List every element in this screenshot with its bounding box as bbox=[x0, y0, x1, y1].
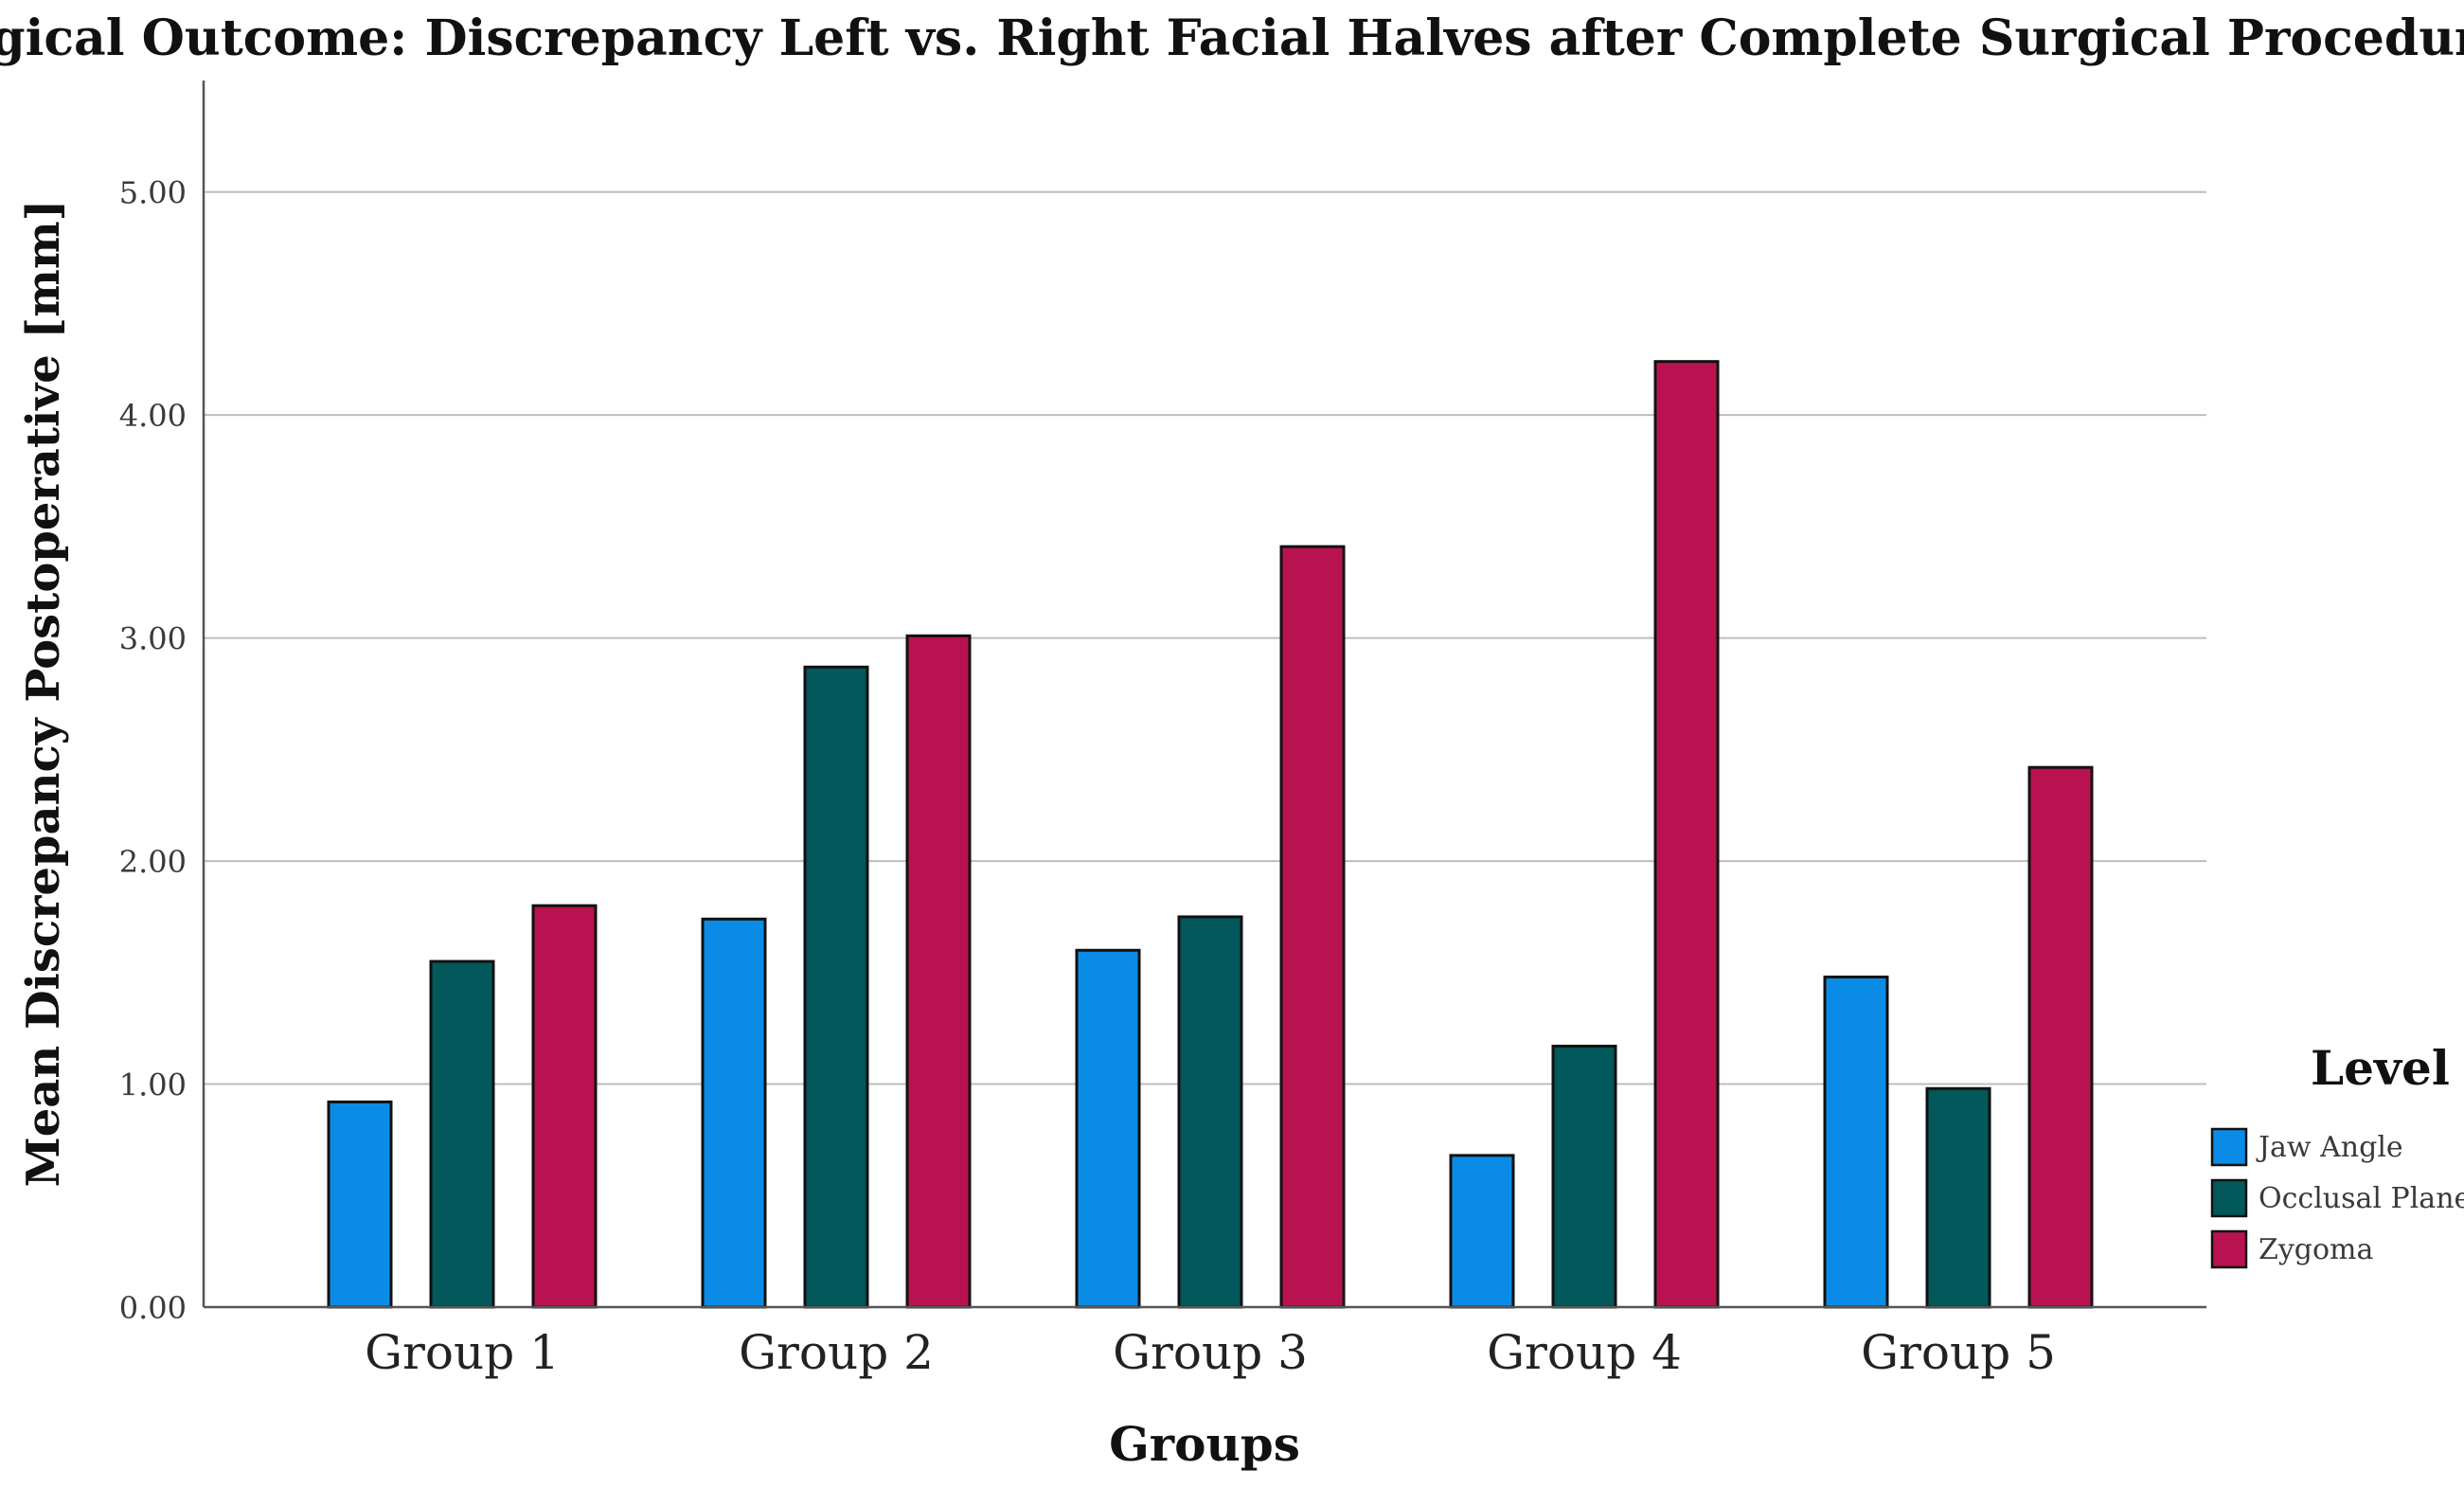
y-tick-label: 2.00 bbox=[119, 844, 187, 880]
legend-title: Level bbox=[2311, 1040, 2450, 1096]
x-tick-label: Group 1 bbox=[365, 1325, 560, 1380]
legend-swatch bbox=[2210, 1178, 2248, 1218]
legend-label: Zygoma bbox=[2259, 1233, 2374, 1266]
bars bbox=[327, 360, 2094, 1309]
legend-swatch bbox=[2210, 1229, 2248, 1269]
x-tick-label: Group 2 bbox=[739, 1325, 934, 1380]
chart-title: Surgical Outcome: Discrepancy Left vs. R… bbox=[0, 9, 2464, 67]
legend: Level Jaw Angle Occlusal Plane Zygoma bbox=[2210, 1040, 2464, 1269]
x-tick-label: Group 5 bbox=[1861, 1325, 2056, 1380]
y-tick-label: 4.00 bbox=[119, 398, 187, 434]
bar-jaw-angle bbox=[1075, 948, 1141, 1309]
y-tick-label: 5.00 bbox=[119, 175, 187, 211]
bar-occlusal-plane bbox=[1551, 1045, 1617, 1309]
legend-label: Jaw Angle bbox=[2256, 1131, 2403, 1164]
bar-zygoma bbox=[1653, 360, 1720, 1309]
bar-zygoma bbox=[905, 634, 972, 1309]
bar-occlusal-plane bbox=[1925, 1086, 1991, 1309]
x-axis-label: Groups bbox=[1109, 1416, 1300, 1472]
y-tick-label: 1.00 bbox=[119, 1067, 187, 1103]
y-axis-label: Mean Discrepancy Postoperative [mm] bbox=[17, 200, 70, 1188]
y-tick-label: 3.00 bbox=[119, 621, 187, 657]
bar-occlusal-plane bbox=[429, 959, 495, 1309]
bar-zygoma bbox=[531, 904, 598, 1309]
bar-jaw-angle bbox=[701, 917, 767, 1309]
bar-jaw-angle bbox=[1823, 976, 1889, 1309]
bar-zygoma bbox=[2027, 765, 2094, 1309]
x-tick-labels: Group 1 Group 2 Group 3 Group 4 Group 5 bbox=[365, 1325, 2056, 1380]
y-tick-labels: 0.00 1.00 2.00 3.00 4.00 5.00 bbox=[119, 175, 187, 1326]
legend-swatch bbox=[2210, 1127, 2248, 1167]
x-tick-label: Group 4 bbox=[1487, 1325, 1682, 1380]
bar-jaw-angle bbox=[1449, 1154, 1515, 1309]
legend-label: Occlusal Plane bbox=[2259, 1182, 2464, 1215]
x-tick-label: Group 3 bbox=[1113, 1325, 1308, 1380]
axes bbox=[202, 81, 2206, 1309]
y-tick-label: 0.00 bbox=[119, 1290, 187, 1326]
bar-jaw-angle bbox=[327, 1100, 393, 1309]
bar-zygoma bbox=[1279, 545, 1346, 1309]
bar-occlusal-plane bbox=[1177, 915, 1243, 1309]
bar-occlusal-plane bbox=[803, 665, 869, 1309]
